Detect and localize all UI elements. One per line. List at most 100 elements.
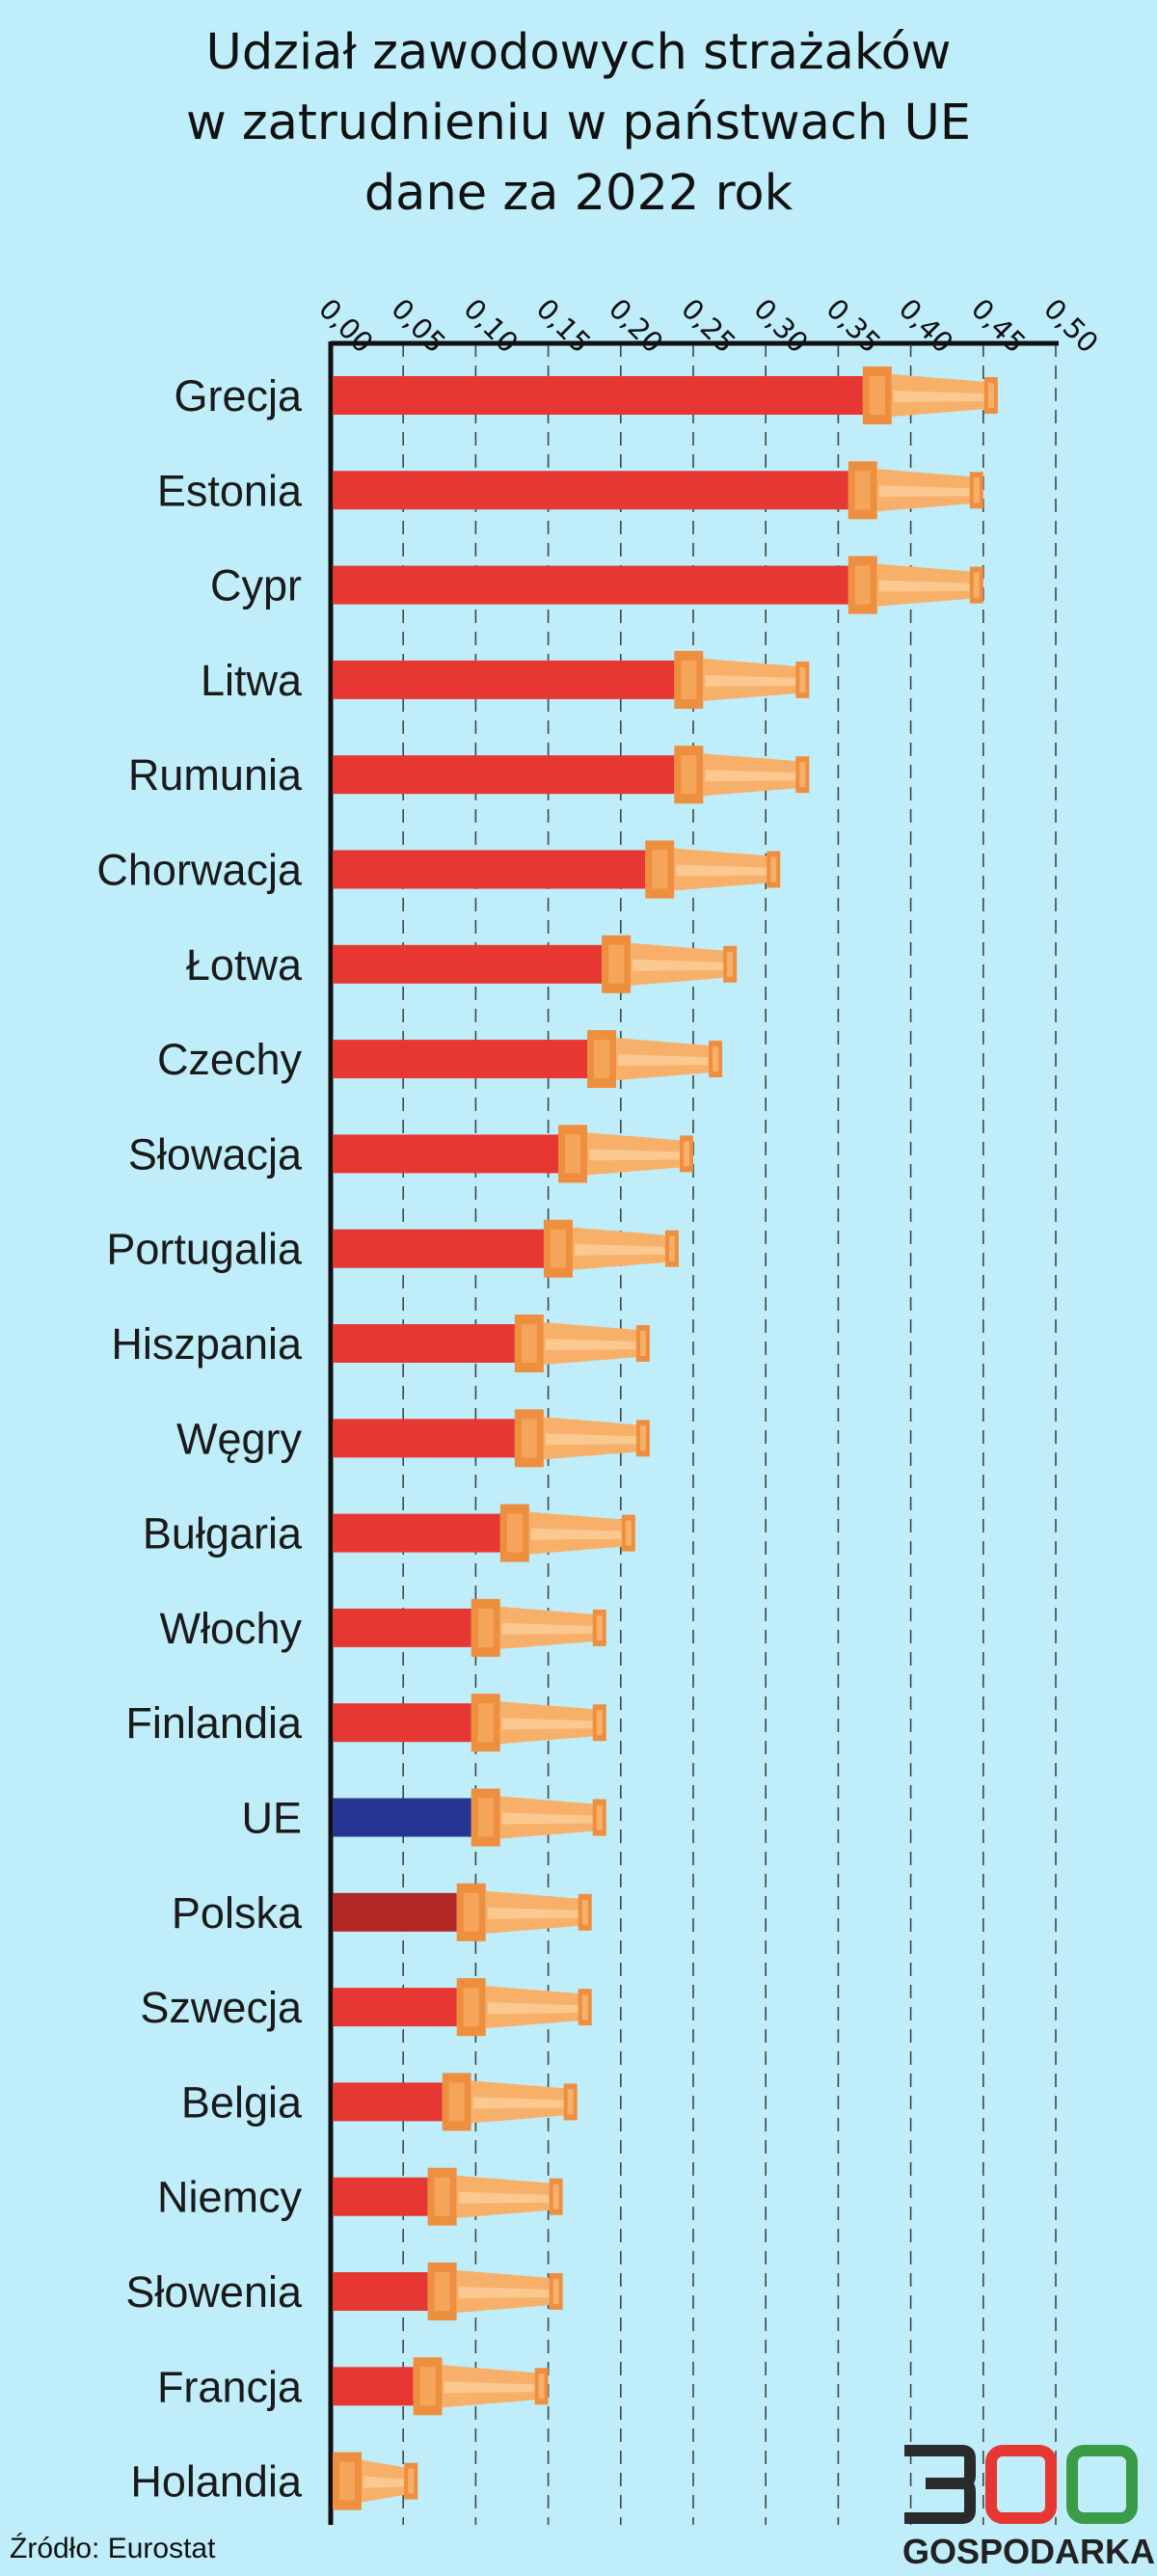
category-label: Cypr [210,561,302,610]
nozzle [471,1598,606,1657]
nozzle-collar-inner [652,850,668,889]
nozzle [514,1315,650,1372]
x-tick-label: 0,00 [312,292,380,360]
bar [333,755,675,795]
nozzle [674,746,810,804]
nozzle-tip-inner [668,1235,675,1261]
nozzle [674,650,810,709]
nozzle-collar-inner [594,1040,610,1079]
bar-group [333,2357,549,2416]
nozzle-tip-inner [596,1804,603,1830]
nozzle-collar-inner [521,1419,537,1458]
bar [333,2082,443,2122]
nozzle-tip-inner [727,951,734,977]
nozzle-collar-inner [506,1513,523,1553]
category-label: Węgry [176,1414,303,1463]
nozzle-collar-inner [419,2367,436,2406]
bar [333,1229,544,1268]
logo-digit-3 [904,2445,976,2524]
nozzle-highlight [444,2381,535,2394]
nozzle-tip-inner [973,477,980,503]
nozzle [456,1883,592,1941]
nozzle-tip-inner [552,2279,559,2304]
nozzle-collar-inner [869,376,885,415]
nozzle [514,1409,650,1468]
category-label: Rumunia [128,750,303,800]
bar-group [333,2167,563,2226]
bar-group [333,1788,606,1847]
nozzle-highlight [458,2287,550,2298]
bar-group [333,1883,592,1941]
bar-group [333,840,781,899]
nozzle-highlight [545,1433,636,1446]
nozzle-highlight [487,1907,578,1919]
nozzle-tip-inner [639,1331,646,1356]
x-tick-label: 0,10 [457,292,525,360]
nozzle-collar-inner [565,1134,580,1174]
category-label: Bułgaria [143,1509,303,1559]
category-label: Estonia [157,466,303,515]
bar [333,565,848,605]
x-tick-label: 0,30 [747,292,815,360]
nozzle [848,556,983,614]
x-tick-label: 0,20 [603,292,670,360]
category-label: Holandia [130,2457,303,2507]
nozzle-highlight [472,2097,564,2109]
nozzle-tip-inner [684,1141,689,1167]
nozzle-collar-inner [477,1703,494,1743]
category-label: Litwa [201,656,303,705]
nozzle-collar-inner [434,2177,450,2216]
logo-digits-300 [904,2445,1138,2524]
nozzle [645,840,781,899]
nozzle-collar-inner [681,755,697,795]
nozzle-collar-inner [477,1608,494,1647]
category-label: Hiszpania [111,1319,303,1369]
category-label: Francja [157,2362,303,2411]
category-label: Słowenia [125,2267,303,2317]
nozzle-highlight [878,485,970,498]
nozzle-collar-inner [521,1324,537,1363]
title-line-2: w zatrudnieniu w państwach UE [185,95,972,151]
nozzle-collar-inner [477,1798,494,1837]
bar [333,1703,471,1743]
category-label: Chorwacja [96,846,303,895]
bar-group [333,1125,693,1183]
category-label: Finlandia [125,1698,303,1748]
nozzle [456,1978,592,2037]
nozzle [427,2263,563,2320]
category-label: Szwecja [140,1983,303,2032]
nozzle-tip-inner [625,1520,632,1546]
bar-group [333,2073,578,2131]
bar [333,1513,500,1553]
x-tick-label: 0,50 [1037,292,1105,360]
category-label: Portugalia [106,1225,303,1274]
nozzle-highlight [545,1339,636,1350]
nozzle-collar-inner [608,944,625,984]
bar-group [333,1694,606,1752]
bar [333,1608,471,1647]
nozzle-highlight [705,674,796,687]
nozzle-tip-inner [581,1899,588,1925]
bar-group [333,1409,650,1468]
bar-group [333,1978,592,2037]
logo-text: GOSPODARKA [902,2532,1156,2571]
nozzle-highlight [501,1812,593,1825]
title-line-3: dane za 2022 rok [363,165,794,222]
nozzle-collar-inner [681,660,697,699]
nozzle-tip-inner [538,2373,545,2400]
nozzle-highlight [501,1622,593,1635]
nozzle-collar-inner [854,471,871,510]
bar-group [333,1030,723,1089]
nozzle [442,2073,578,2131]
nozzle-tip-inner [799,666,806,692]
bar [333,1134,558,1174]
category-label: UE [241,1794,302,1843]
bar-group [333,1598,606,1657]
title-line-1: Udział zawodowych strażaków [205,24,952,81]
logo-digit-0-green [1066,2445,1138,2524]
nozzle-highlight [893,391,984,402]
x-tick-label: 0,25 [675,292,742,360]
nozzle [413,2357,549,2416]
nozzle-highlight [501,1718,593,1730]
